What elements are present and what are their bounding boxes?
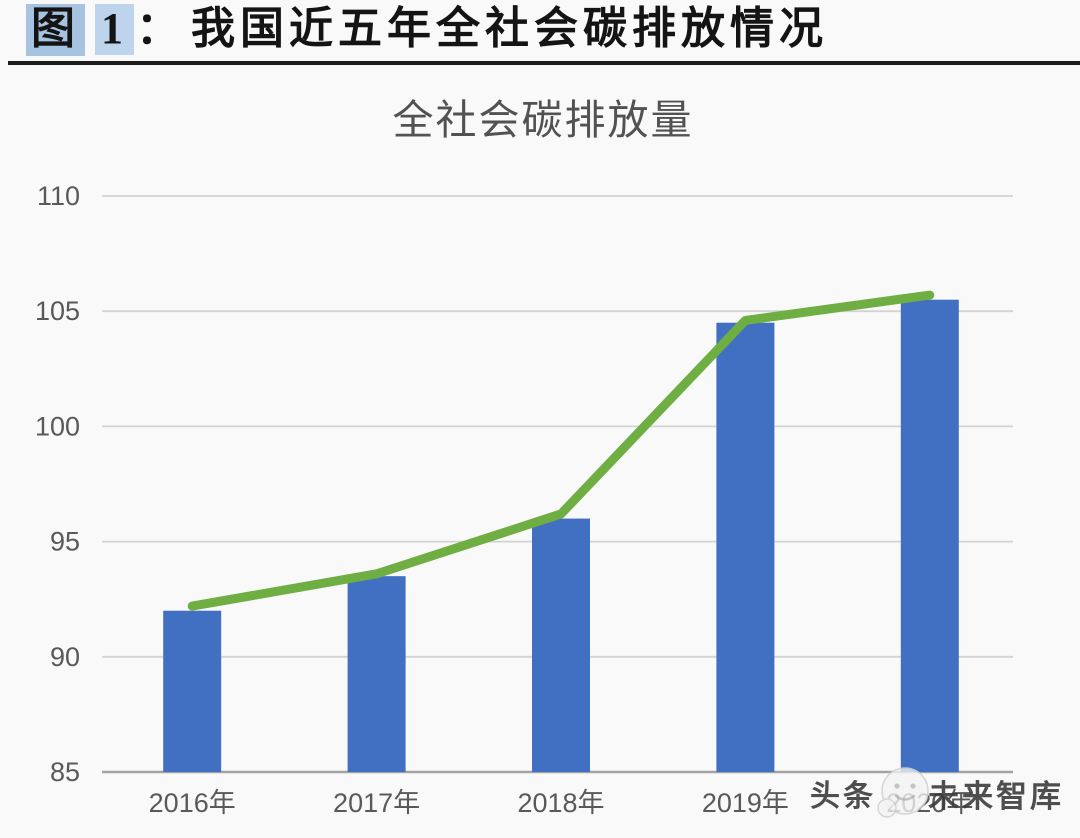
y-tick-label: 85	[50, 757, 80, 787]
caption-text: 我国近五年全社会碳排放情况	[191, 4, 828, 53]
bar-2019年	[716, 322, 775, 772]
y-tick-label: 95	[50, 527, 80, 557]
bar-2016年	[163, 610, 222, 772]
y-tick-label: 90	[50, 642, 80, 672]
figure-caption: 图 1：我国近五年全社会碳排放情况	[26, 0, 828, 60]
y-tick-label: 110	[37, 181, 80, 211]
watermark: 头条 未来智库	[810, 766, 1064, 820]
toutiao-logo-icon	[877, 767, 929, 818]
figure-number: 1	[95, 4, 134, 55]
trend-line	[187, 290, 935, 611]
x-tick-label: 2018年	[517, 788, 604, 818]
bar-2017年	[347, 576, 406, 772]
y-tick-label: 100	[35, 411, 80, 441]
watermark-prefix: 头条	[810, 780, 876, 813]
watermark-source: 未来智库	[928, 778, 1064, 814]
bar-2020年	[900, 299, 959, 772]
x-tick-label: 2017年	[333, 788, 420, 818]
caption-underline	[8, 61, 1080, 65]
x-tick-label: 2019年	[702, 788, 789, 818]
figure-label: 图	[26, 4, 85, 56]
x-tick-label: 2016年	[149, 788, 236, 818]
bar-2018年	[532, 518, 590, 772]
chart-title: 全社会碳排放量	[392, 97, 694, 143]
y-tick-label: 105	[35, 296, 80, 326]
caption-separator: ：	[136, 4, 185, 53]
